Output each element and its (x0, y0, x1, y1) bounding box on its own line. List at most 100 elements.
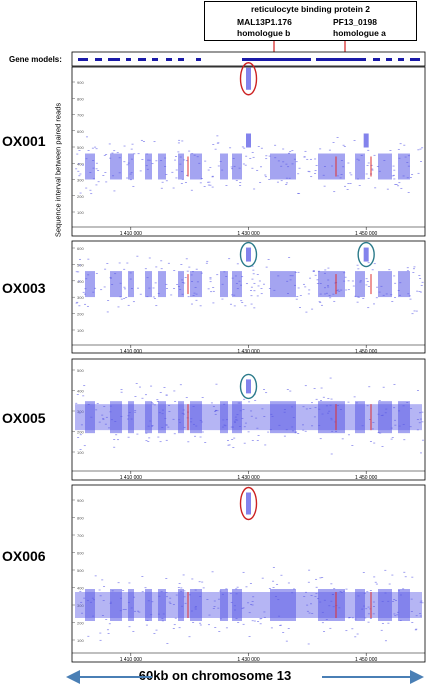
read-band (220, 271, 228, 298)
read-dot (381, 414, 384, 416)
read-dot (371, 169, 374, 171)
read-dot (377, 413, 380, 415)
read-dot (126, 262, 129, 264)
read-dot (256, 295, 259, 297)
read-dot (402, 175, 405, 177)
read-dot (177, 587, 180, 588)
read-dot (177, 151, 180, 153)
read-dot (320, 400, 323, 401)
read-dot (180, 590, 183, 592)
read-dot (201, 397, 204, 398)
read-dot (308, 171, 311, 173)
red-read-column (370, 404, 372, 431)
read-dot (179, 288, 182, 290)
read-dot (307, 293, 310, 295)
read-dot (214, 409, 217, 411)
read-dot (205, 262, 208, 264)
outlier-ellipse (239, 241, 258, 268)
read-dot (198, 162, 201, 164)
read-dot (388, 269, 391, 271)
read-dot (179, 163, 182, 165)
read-dot (288, 177, 291, 179)
read-dot (151, 403, 154, 405)
read-dot (406, 267, 409, 269)
read-dot (264, 444, 267, 446)
read-dot (419, 291, 422, 293)
read-dot (127, 162, 130, 164)
read-dot (254, 399, 257, 401)
read-dot (318, 425, 321, 426)
read-dot (311, 308, 314, 310)
read-dot (390, 294, 393, 296)
read-dot (234, 419, 237, 421)
read-dot (419, 148, 422, 150)
read-dot (95, 272, 98, 274)
read-dot (92, 160, 95, 161)
gene-model (138, 58, 146, 61)
read-dot (374, 581, 377, 583)
gene-model (108, 58, 120, 61)
read-dot (308, 289, 311, 291)
read-dot (310, 402, 313, 404)
read-dot (330, 398, 333, 400)
read-dot (327, 412, 330, 414)
read-dot (216, 135, 219, 137)
read-dot (397, 611, 400, 613)
read-dot (178, 419, 181, 421)
read-dot (78, 412, 81, 414)
read-dot (179, 156, 182, 158)
read-dot (420, 285, 423, 286)
read-dot (417, 172, 420, 174)
read-dot (261, 408, 264, 410)
read-dot (406, 162, 409, 163)
read-dot (209, 184, 212, 186)
read-dot (357, 159, 360, 161)
read-dot (251, 604, 254, 606)
read-dot (394, 424, 397, 426)
read-dot (141, 397, 144, 399)
read-dot (256, 274, 259, 275)
read-dot (345, 588, 348, 590)
read-dot (103, 154, 106, 156)
y-tick-label: 400 (77, 161, 84, 166)
read-dot (369, 617, 372, 619)
read-dot (163, 387, 166, 388)
read-dot (83, 385, 86, 387)
read-band (158, 589, 166, 621)
read-dot (408, 295, 411, 297)
gene-model (78, 58, 88, 61)
read-dot (120, 391, 123, 393)
read-dot (235, 593, 238, 595)
read-dot (257, 621, 260, 622)
read-dot (374, 187, 377, 189)
read-dot (181, 178, 184, 180)
read-dot (356, 633, 359, 635)
read-dot (311, 425, 314, 427)
read-dot (173, 390, 176, 392)
read-dot (402, 423, 405, 425)
read-dot (252, 273, 255, 275)
read-band (178, 271, 184, 298)
x-tick-label: 1 410 000 (120, 657, 142, 663)
y-tick-label: 100 (77, 210, 84, 215)
read-dot (330, 600, 333, 602)
read-dot (356, 301, 359, 303)
read-dot (394, 184, 397, 185)
read-dot (146, 153, 149, 155)
read-dot (345, 630, 348, 632)
read-band (145, 153, 152, 180)
read-dot (177, 286, 180, 287)
read-dot (250, 295, 253, 297)
read-dot (207, 169, 210, 171)
annotation-left: MAL13P1.176 homologue b (237, 17, 292, 39)
read-dot (336, 137, 339, 138)
read-dot (233, 420, 236, 422)
read-dot (372, 601, 375, 603)
read-dot (190, 303, 193, 305)
read-dot (137, 287, 140, 289)
read-dot (414, 629, 417, 631)
read-dot (95, 162, 98, 164)
read-dot (111, 590, 114, 592)
read-dot (327, 398, 330, 399)
read-dot (165, 424, 168, 426)
